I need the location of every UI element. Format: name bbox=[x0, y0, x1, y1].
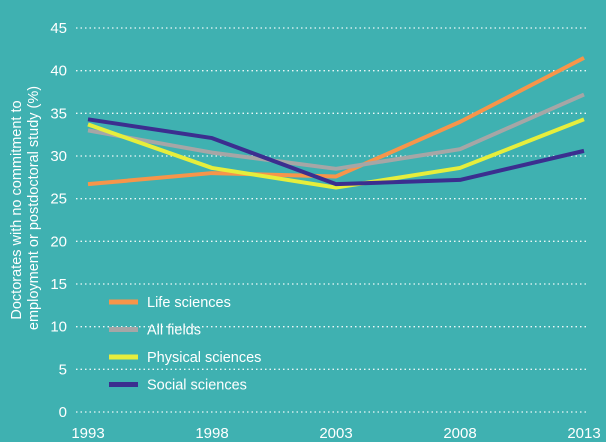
y-tick-labels: 0 5 10 15 20 25 30 35 40 45 bbox=[50, 20, 67, 421]
series-lines bbox=[87, 56, 585, 190]
legend-label-all-fields: All fields bbox=[147, 323, 201, 339]
x-tick-label: 2003 bbox=[319, 425, 352, 442]
x-tick-label: 2013 bbox=[567, 425, 600, 442]
x-tick-label: 1998 bbox=[195, 425, 228, 442]
legend-label-social-sciences: Social sciences bbox=[147, 378, 247, 394]
y-tick-label: 0 bbox=[59, 404, 67, 421]
series-line-life-sciences bbox=[87, 56, 585, 187]
y-tick-label: 5 bbox=[59, 361, 67, 378]
y-axis-title: Doctorates with no commitment to employm… bbox=[9, 86, 42, 330]
series-line-physical-sciences bbox=[87, 117, 585, 190]
y-tick-label: 45 bbox=[50, 20, 67, 37]
legend-label-physical-sciences: Physical sciences bbox=[147, 350, 261, 366]
y-tick-label: 15 bbox=[50, 276, 67, 293]
legend-label-life-sciences: Life sciences bbox=[147, 295, 231, 311]
series-line-all-fields bbox=[87, 92, 585, 171]
x-tick-label: 2008 bbox=[443, 425, 476, 442]
y-tick-label: 25 bbox=[50, 191, 67, 208]
x-tick-label: 1993 bbox=[71, 425, 104, 442]
y-tick-label: 10 bbox=[50, 319, 67, 336]
series-line-social-sciences bbox=[87, 117, 585, 187]
y-tick-label: 35 bbox=[50, 105, 67, 122]
y-tick-label: 20 bbox=[50, 233, 67, 250]
legend: Life sciences All fields Physical sciences… bbox=[109, 295, 261, 394]
y-axis-title-line-2: employment or postdoctoral study (%) bbox=[26, 86, 42, 330]
y-tick-label: 40 bbox=[50, 63, 67, 80]
x-tick-labels: 1993 1998 2003 2008 2013 bbox=[71, 425, 600, 442]
y-tick-label: 30 bbox=[50, 148, 67, 165]
y-axis-title-line-1: Doctorates with no commitment to bbox=[9, 100, 25, 319]
